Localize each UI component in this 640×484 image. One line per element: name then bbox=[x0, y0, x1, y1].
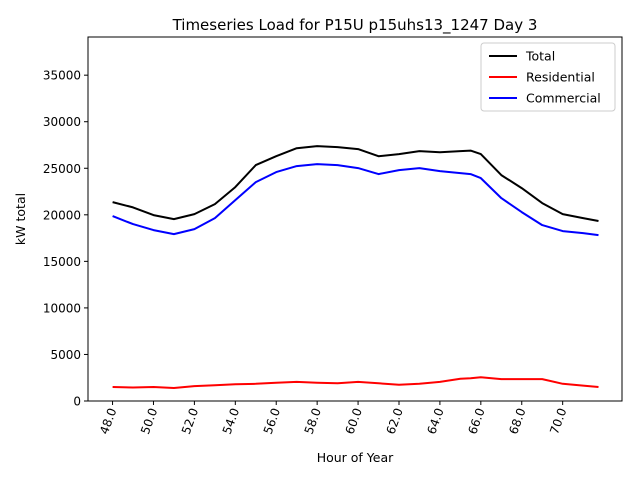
y-tick-label: 5000 bbox=[50, 348, 81, 362]
x-tick-label: 70.0 bbox=[547, 406, 569, 436]
x-tick-label: 68.0 bbox=[506, 406, 528, 436]
x-tick-label: 64.0 bbox=[424, 406, 446, 436]
y-tick-label: 15000 bbox=[43, 255, 81, 269]
x-tick-label: 50.0 bbox=[138, 406, 160, 436]
y-tick-label: 0 bbox=[73, 395, 81, 409]
legend: Total Residential Commercial bbox=[480, 42, 616, 112]
series-line-residential bbox=[112, 376, 599, 389]
legend-label-residential: Residential bbox=[526, 70, 595, 85]
x-tick-label: 58.0 bbox=[302, 406, 324, 436]
y-tick-label: 20000 bbox=[43, 208, 81, 222]
y-tick-label: 25000 bbox=[43, 162, 81, 176]
y-axis-label: kW total bbox=[13, 193, 28, 245]
legend-box bbox=[480, 42, 616, 112]
series-line-commercial bbox=[112, 163, 599, 237]
x-tick-label: 54.0 bbox=[220, 406, 242, 436]
legend-label-commercial: Commercial bbox=[526, 91, 601, 106]
y-tick-label: 35000 bbox=[43, 69, 81, 83]
y-tick-label: 10000 bbox=[43, 301, 81, 315]
x-tick-label: 60.0 bbox=[343, 406, 365, 436]
chart-title: Timeseries Load for P15U p15uhs13_1247 D… bbox=[172, 16, 538, 35]
legend-label-total: Total bbox=[525, 49, 555, 64]
x-tick-label: 56.0 bbox=[261, 406, 283, 436]
series-line-total bbox=[112, 145, 599, 222]
x-tick-label: 48.0 bbox=[97, 406, 119, 436]
y-tick-label: 30000 bbox=[43, 115, 81, 129]
x-axis-label: Hour of Year bbox=[317, 450, 394, 465]
x-tick-label: 66.0 bbox=[465, 406, 487, 436]
x-tick-label: 62.0 bbox=[384, 406, 406, 436]
plot-area: 48.0 50.0 52.0 54.0 56.0 58.0 60.0 62.0 64.0 66.0… bbox=[43, 36, 623, 436]
axes-frame bbox=[87, 36, 623, 402]
x-tick-label: 52.0 bbox=[179, 406, 201, 436]
